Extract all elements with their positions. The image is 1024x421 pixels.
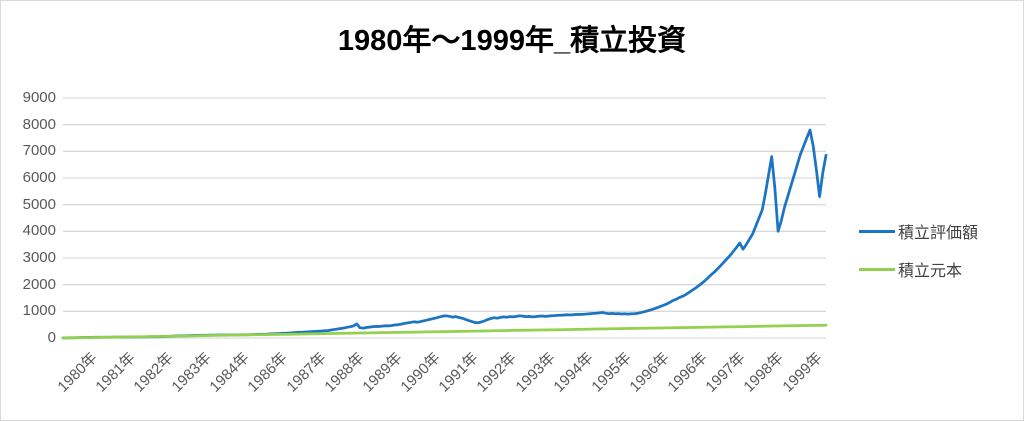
y-tick-label: 2000 — [22, 275, 56, 293]
y-tick-label: 1000 — [22, 302, 56, 320]
legend-label-principal: 積立元本 — [898, 263, 963, 280]
y-tick-label: 4000 — [22, 222, 56, 240]
legend-label-evaluation: 積立評価額 — [898, 225, 979, 242]
legend-item-evaluation: 積立評価額 — [859, 218, 978, 244]
y-tick-label: 7000 — [22, 142, 56, 160]
evaluation-line-swatch — [859, 229, 895, 233]
chart-title: 1980年〜1999年_積立投資 — [337, 25, 687, 57]
legend-item-principal: 積立元本 — [859, 256, 978, 282]
y-tick-label: 5000 — [22, 195, 56, 213]
y-tick-label: 0 — [47, 329, 56, 346]
principal-line-swatch — [859, 267, 895, 271]
series-line-積立元本 — [61, 323, 828, 340]
y-tick-label: 9000 — [22, 89, 56, 106]
y-tick-label: 3000 — [22, 249, 56, 266]
legend: 積立評価額 積立元本 — [859, 218, 978, 294]
y-tick-label: 6000 — [22, 169, 56, 186]
series-line-積立評価額 — [61, 128, 828, 340]
y-tick-label: 8000 — [22, 115, 56, 133]
